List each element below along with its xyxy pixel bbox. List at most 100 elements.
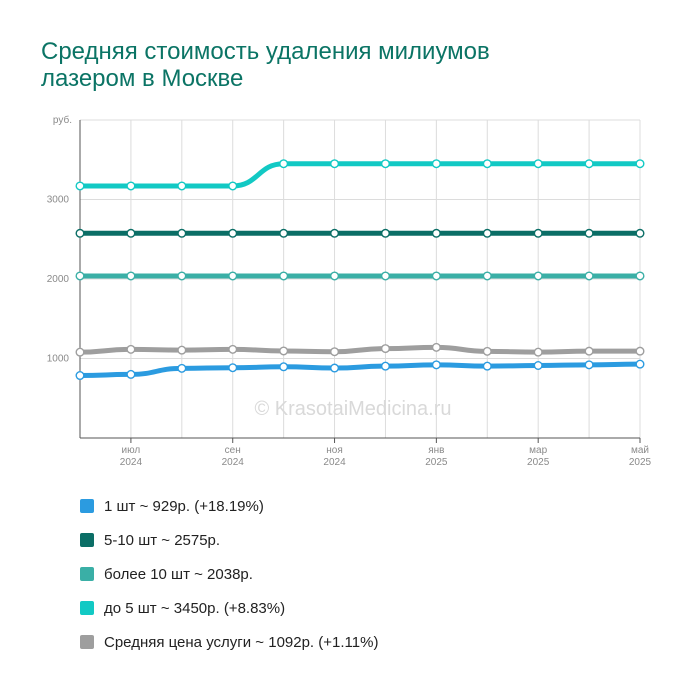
legend-item[interactable]: Средняя цена услуги ~ 1092р. (+1.11%) — [80, 625, 378, 659]
x-tick-year: 2025 — [629, 457, 652, 468]
x-tick-month: сен — [225, 445, 241, 456]
data-point — [482, 228, 492, 238]
legend-label: 5-10 шт ~ 2575р. — [104, 531, 221, 549]
data-point — [533, 228, 543, 238]
y-tick-label: 1000 — [47, 354, 70, 365]
data-point — [228, 271, 238, 281]
data-point — [75, 347, 85, 357]
legend-label: Средняя цена услуги ~ 1092р. (+1.11%) — [104, 633, 379, 651]
data-point — [380, 228, 390, 238]
data-point — [533, 347, 543, 357]
data-point — [533, 159, 543, 169]
x-tick-month: янв — [428, 445, 444, 456]
x-tick-year: 2025 — [527, 457, 550, 468]
data-point — [75, 181, 85, 191]
data-point — [533, 271, 543, 281]
legend-swatch — [80, 601, 94, 615]
data-point — [330, 363, 340, 373]
data-point — [482, 361, 492, 371]
data-point — [584, 271, 594, 281]
data-point — [279, 159, 289, 169]
legend-swatch — [80, 499, 94, 513]
data-point — [380, 344, 390, 354]
data-point — [126, 228, 136, 238]
legend-swatch — [80, 635, 94, 649]
data-point — [380, 271, 390, 281]
legend-label: 1 шт ~ 929р. (+18.19%) — [104, 497, 264, 515]
data-point — [75, 271, 85, 281]
chart-title-line-2: лазером в Москве — [41, 65, 244, 92]
data-point — [279, 346, 289, 356]
data-point — [635, 228, 645, 238]
legend-item[interactable]: более 10 шт ~ 2038р. — [80, 557, 378, 591]
line-chart: © KrasotaiMedicina.ru 1000 2000 3000 руб. ию… — [47, 114, 652, 468]
data-point — [177, 345, 187, 355]
data-point — [228, 344, 238, 354]
data-point — [380, 361, 390, 371]
chart-series — [77, 161, 643, 379]
x-tick-month: май — [631, 445, 649, 456]
x-tick-year: 2024 — [222, 457, 245, 468]
data-point — [431, 159, 441, 169]
data-point — [431, 228, 441, 238]
data-point — [431, 342, 441, 352]
data-point — [279, 228, 289, 238]
data-point — [330, 228, 340, 238]
data-point — [228, 228, 238, 238]
data-point — [635, 346, 645, 356]
data-point — [584, 228, 594, 238]
data-point — [126, 344, 136, 354]
chart-title: Средняя стоимость удаления милиумов лазе… — [41, 38, 601, 92]
data-point — [126, 271, 136, 281]
data-point — [584, 346, 594, 356]
data-point — [533, 360, 543, 370]
data-point — [75, 371, 85, 381]
data-point — [635, 271, 645, 281]
y-tick-label: 2000 — [47, 274, 70, 285]
data-point — [482, 346, 492, 356]
x-tick-month: ноя — [326, 445, 343, 456]
data-point — [228, 363, 238, 373]
y-tick-label: 3000 — [47, 195, 70, 206]
legend-label: более 10 шт ~ 2038р. — [104, 565, 253, 583]
data-point — [330, 271, 340, 281]
x-tick-year: 2024 — [323, 457, 346, 468]
data-point — [584, 360, 594, 370]
data-point — [177, 181, 187, 191]
legend-swatch — [80, 567, 94, 581]
chart-grid — [79, 119, 641, 438]
series-line — [77, 161, 643, 189]
series-line — [77, 344, 643, 355]
data-point — [330, 347, 340, 357]
data-point — [482, 159, 492, 169]
data-point — [431, 360, 441, 370]
data-point — [279, 271, 289, 281]
legend-label: до 5 шт ~ 3450р. (+8.83%) — [104, 599, 286, 617]
series-line — [77, 361, 643, 379]
x-tick-month: мар — [529, 445, 547, 456]
data-point — [177, 228, 187, 238]
data-point — [228, 181, 238, 191]
data-point — [279, 362, 289, 372]
watermark: © KrasotaiMedicina.ru — [254, 398, 451, 420]
legend-item[interactable]: 1 шт ~ 929р. (+18.19%) — [80, 489, 378, 523]
data-point — [635, 159, 645, 169]
data-point — [330, 159, 340, 169]
data-point — [635, 359, 645, 369]
x-tick-year: 2024 — [120, 457, 143, 468]
data-point — [75, 228, 85, 238]
chart-points — [75, 159, 645, 381]
chart-legend: 1 шт ~ 929р. (+18.19%) 5-10 шт ~ 2575р. бо… — [80, 489, 378, 659]
legend-item[interactable]: до 5 шт ~ 3450р. (+8.83%) — [80, 591, 378, 625]
data-point — [126, 181, 136, 191]
chart-axes: 100020003000руб.июл2024сен2024ноя2024янв… — [47, 114, 652, 468]
data-point — [177, 271, 187, 281]
legend-item[interactable]: 5-10 шт ~ 2575р. — [80, 523, 378, 557]
legend-swatch — [80, 533, 94, 547]
data-point — [584, 159, 594, 169]
x-tick-year: 2025 — [425, 457, 448, 468]
data-point — [177, 363, 187, 373]
data-point — [482, 271, 492, 281]
x-tick-month: июл — [122, 445, 141, 456]
chart-title-line-1: Средняя стоимость удаления милиумов — [41, 38, 490, 65]
